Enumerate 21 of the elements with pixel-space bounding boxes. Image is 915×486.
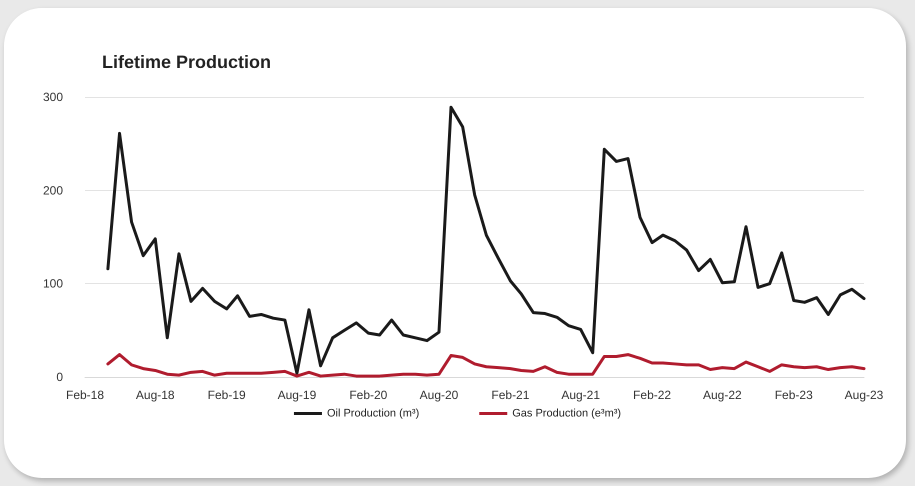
x-tick-label: Aug-19 (278, 388, 317, 402)
y-tick-label: 200 (42, 183, 64, 198)
x-tick-label: Aug-18 (136, 388, 175, 402)
chart-title: Lifetime Production (102, 52, 272, 72)
x-tick-label: Aug-23 (844, 388, 884, 402)
y-tick-label: 0 (56, 370, 64, 384)
line-series (106, 353, 866, 378)
x-tick-label: Aug-22 (702, 388, 742, 402)
x-tick-label: Feb-20 (349, 388, 388, 402)
y-tick-label: 300 (42, 90, 64, 104)
x-tick-label: Aug-21 (561, 388, 600, 402)
x-tick-label: Feb-18 (66, 388, 104, 402)
x-tick-label: Feb-23 (774, 388, 814, 402)
x-tick-label: Feb-22 (633, 388, 672, 402)
legend-label: Gas Production (e³m³) (512, 408, 622, 420)
legend-label: Oil Production (m³) (326, 408, 420, 420)
line-series (106, 106, 866, 375)
y-tick-label: 100 (42, 276, 64, 291)
x-tick-label: Feb-21 (491, 388, 530, 402)
x-tick-label: Feb-19 (208, 388, 246, 402)
x-tick-label: Aug-20 (420, 388, 459, 402)
